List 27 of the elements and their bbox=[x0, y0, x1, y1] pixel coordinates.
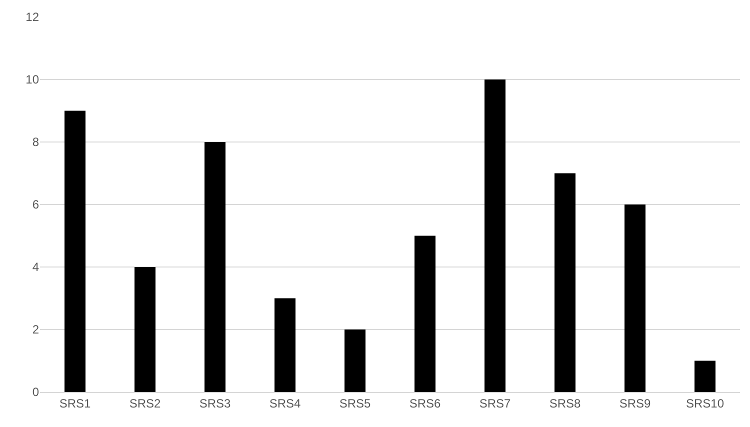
y-tick-label: 8 bbox=[32, 135, 40, 150]
y-tick-label: 12 bbox=[26, 10, 40, 24]
x-tick-label: SRS8 bbox=[549, 396, 581, 410]
x-tick-label: SRS2 bbox=[129, 396, 161, 410]
bar bbox=[344, 330, 366, 392]
bar bbox=[134, 267, 156, 392]
y-tick-label: 2 bbox=[32, 322, 40, 337]
x-tick-label: SRS7 bbox=[479, 396, 511, 410]
y-tick-label: 0 bbox=[32, 385, 40, 400]
bar bbox=[414, 236, 436, 392]
bar bbox=[694, 360, 716, 392]
x-tick-label: SRS10 bbox=[686, 396, 724, 410]
x-tick-label: SRS5 bbox=[339, 396, 371, 410]
bar bbox=[274, 298, 296, 392]
bar bbox=[554, 173, 576, 392]
y-tick-label: 6 bbox=[32, 198, 40, 212]
x-tick-label: SRS6 bbox=[409, 396, 441, 410]
x-tick-label: SRS1 bbox=[59, 396, 91, 410]
y-tick-label: 10 bbox=[26, 72, 40, 87]
bar bbox=[484, 80, 506, 392]
bar bbox=[204, 142, 226, 392]
x-tick-label: SRS9 bbox=[619, 396, 651, 410]
bar bbox=[64, 110, 86, 392]
x-tick-label: SRS3 bbox=[199, 396, 231, 410]
y-tick-label: 4 bbox=[32, 260, 40, 274]
bar bbox=[624, 204, 646, 392]
x-tick-label: SRS4 bbox=[269, 396, 301, 410]
